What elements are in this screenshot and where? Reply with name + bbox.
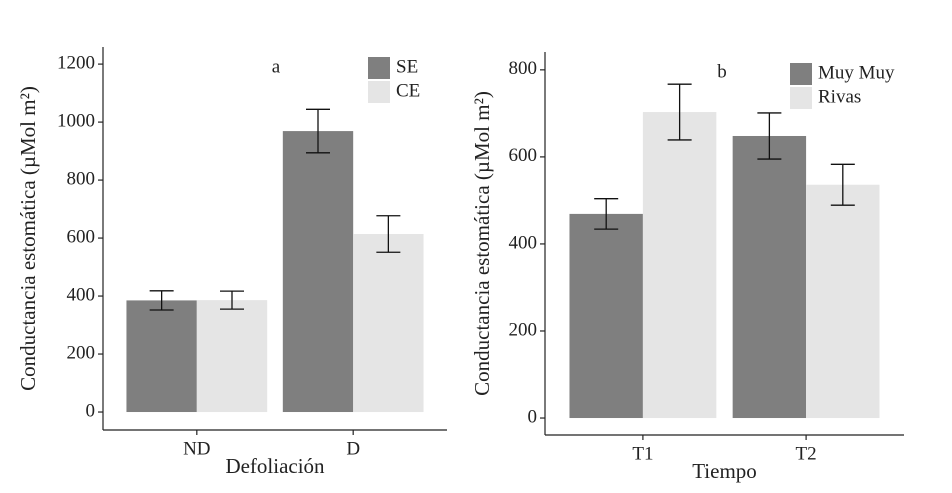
x-tick-label: T2 [796, 443, 817, 464]
panel-annotation: a [272, 56, 281, 77]
chart-panel: 0 200 400 600 800 1000 1200 ND D Defoliación Condu… [16, 47, 447, 478]
y-tick-label: 800 [509, 58, 538, 79]
chart-panel: 0 200 400 600 800 T1 T2 Tiempo Conductancia esto… [470, 52, 904, 483]
x-axis-label: Defoliación [225, 454, 325, 478]
x-axis-label: Tiempo [692, 459, 757, 483]
bar [196, 300, 268, 413]
y-tick-label: 200 [67, 342, 96, 363]
bar [126, 300, 197, 413]
error-bar [830, 163, 855, 206]
y-tick-label: 600 [67, 226, 96, 247]
y-tick-label: 400 [509, 232, 538, 253]
legend-label: Muy Muy [818, 62, 895, 83]
panel-annotation: b [717, 61, 727, 82]
error-bar [149, 290, 174, 311]
legend-label: SE [396, 56, 418, 77]
error-bar [306, 108, 330, 154]
bar [642, 112, 717, 419]
legend-swatch [790, 87, 812, 109]
bar [732, 135, 807, 419]
y-axis-label: Conductancia estomática (µMol m²) [16, 86, 40, 391]
y-tick-label: 800 [67, 168, 96, 189]
error-bar [376, 215, 401, 253]
y-axis-label: Conductancia estomática (µMol m²) [470, 91, 494, 396]
y-tick-label: 200 [509, 319, 538, 340]
y-tick-label: 0 [528, 406, 538, 427]
error-bar [220, 290, 244, 310]
legend-swatch [368, 57, 390, 79]
y-tick-label: 400 [67, 284, 96, 305]
x-tick-label: ND [183, 438, 210, 459]
bar [353, 234, 424, 413]
x-tick-label: T1 [632, 443, 653, 464]
legend-label: Rivas [818, 86, 861, 107]
y-tick-label: 1000 [57, 110, 95, 131]
legend-swatch [368, 81, 390, 103]
y-tick-label: 0 [86, 400, 96, 421]
y-tick-label: 1200 [57, 52, 95, 73]
bar [806, 184, 880, 419]
bar [569, 213, 643, 419]
legend-swatch [790, 63, 812, 85]
error-bar [757, 112, 782, 160]
error-bar [594, 198, 619, 230]
legend-label: CE [396, 80, 420, 101]
y-tick-label: 600 [509, 145, 538, 166]
bar [282, 131, 354, 413]
x-tick-label: D [346, 438, 360, 459]
error-bar [667, 83, 692, 141]
